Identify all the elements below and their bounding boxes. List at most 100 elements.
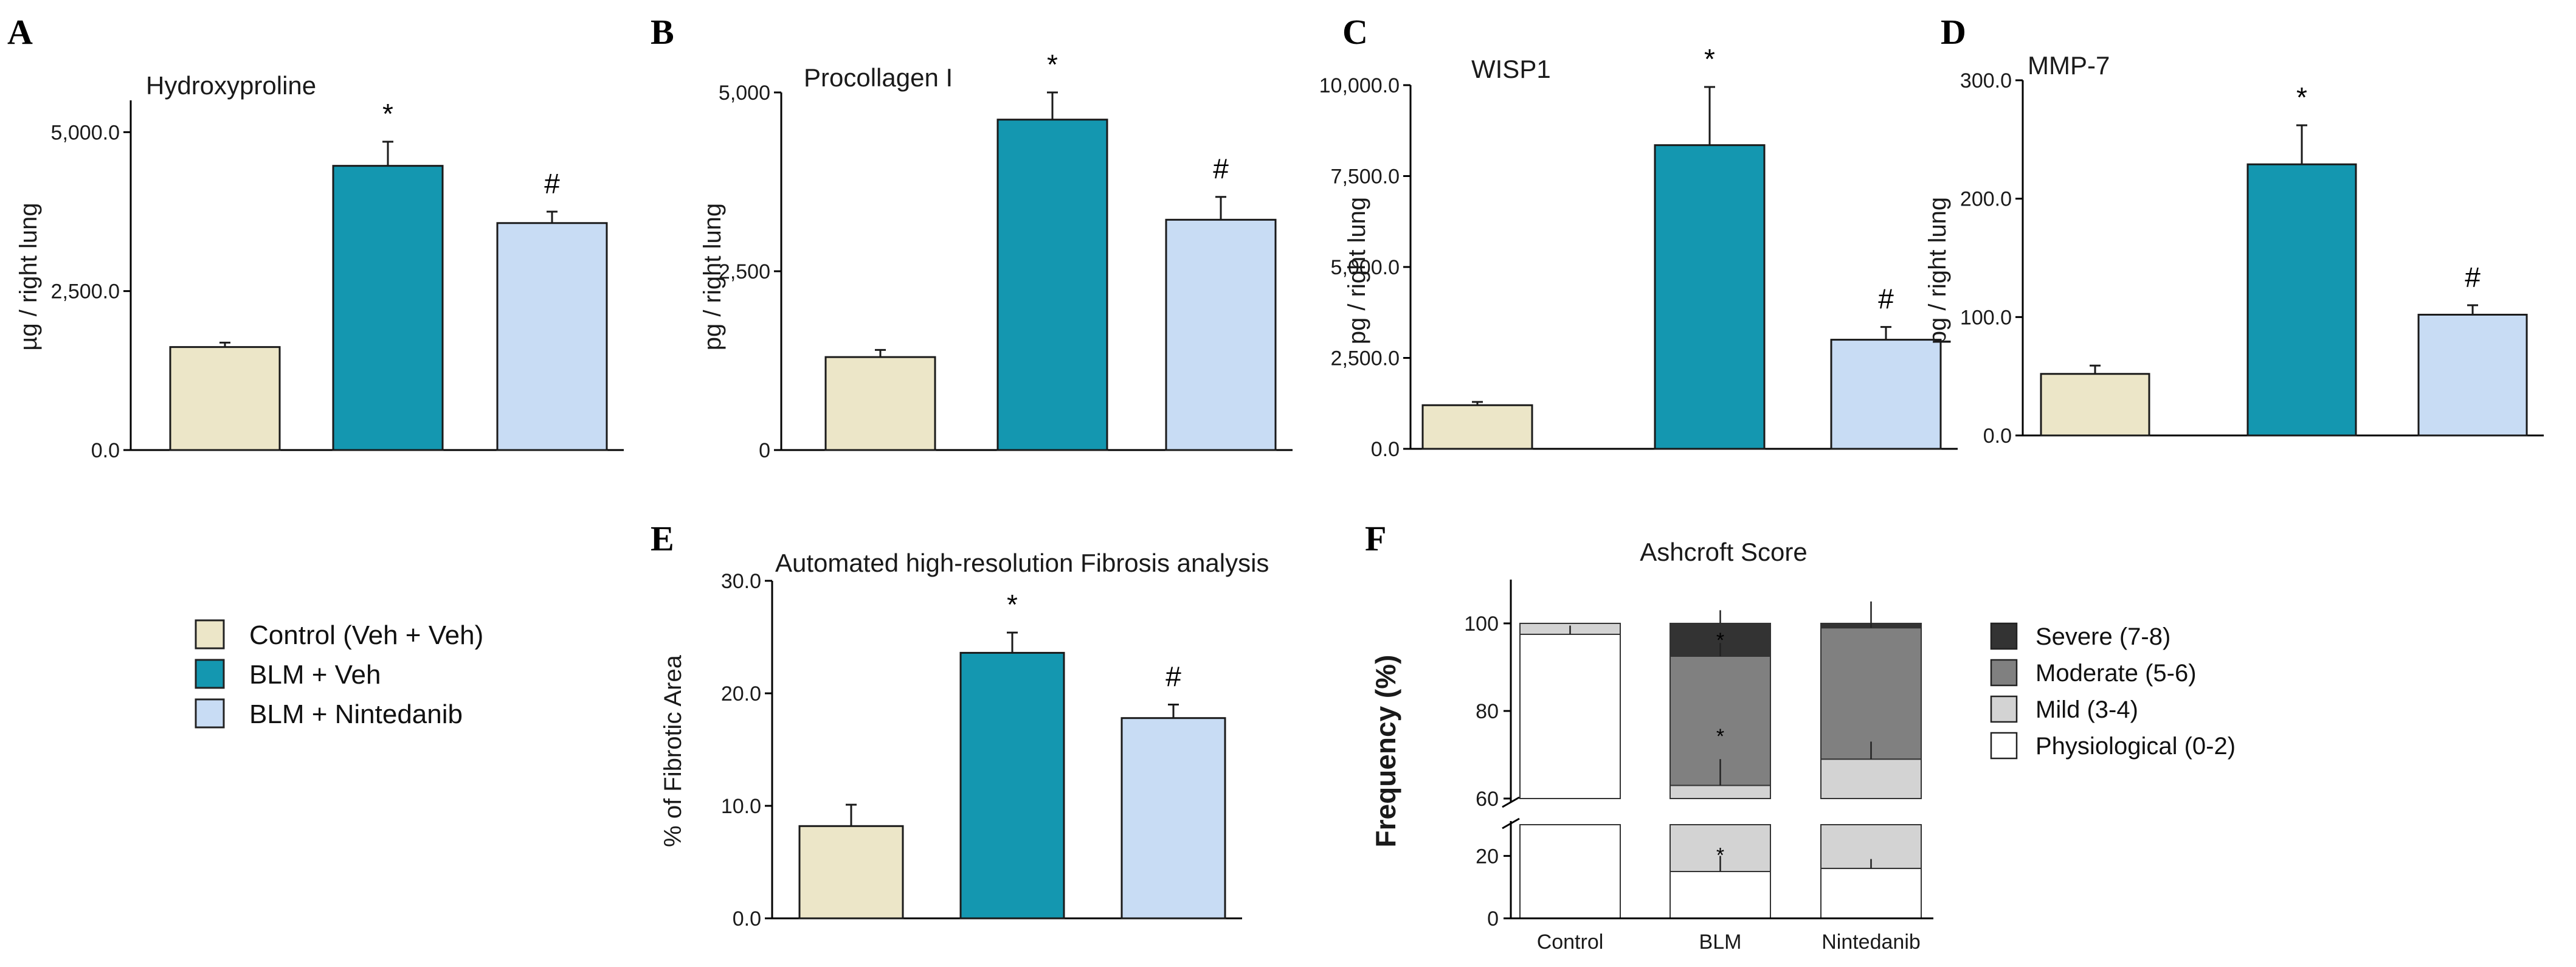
panel-letter: F [1365, 519, 1386, 558]
legend-f-swatch-moderate [1990, 659, 2018, 687]
stacked-bar-segment [1670, 785, 1771, 800]
legend-f-label: Physiological (0-2) [2036, 733, 2236, 760]
y-tick-label: 2,500.0 [1331, 347, 1400, 370]
significance-asterisk: * [1716, 725, 1724, 748]
y-axis-label: pg / right lung [699, 203, 726, 350]
bar [1421, 404, 1533, 450]
significance-asterisk: * [1007, 589, 1018, 620]
y-axis-label: pg / right lung [1344, 197, 1370, 344]
y-tick-label: 7,500.0 [1331, 165, 1400, 189]
panel-letter: C [1342, 12, 1368, 52]
legend-item-control: Control (Veh + Veh) [195, 619, 483, 650]
significance-hash: # [544, 168, 560, 199]
plot-d: MMP-7 pg / right lung 0.0 100.0 200.0 300.0 * # [1924, 51, 2544, 448]
y-axis-label: Frequency (%) [1370, 655, 1401, 848]
chart-title: MMP-7 [2028, 51, 2110, 80]
legend-item-blm-veh: BLM + Veh [195, 659, 381, 690]
bar [798, 825, 904, 920]
y-tick-label: 10.0 [721, 795, 761, 818]
chart-title: Hydroxyproline [146, 71, 316, 100]
legend-swatch-control [195, 619, 225, 650]
bar [1654, 144, 1766, 450]
plot-c: WISP1 pg / right lung 0.0 2,500.0 5,000.0 7,5… [1319, 43, 1958, 461]
bar [1165, 218, 1277, 451]
stacked-bar-segment [1820, 867, 1922, 920]
bar [996, 119, 1108, 451]
y-tick-label: 5,000.0 [1331, 256, 1400, 279]
y-tick-label: 5,000 [719, 81, 770, 105]
stacked-bar-segment [1820, 758, 1922, 799]
significance-hash: # [1165, 661, 1181, 693]
y-tick-label: 80 [1476, 700, 1499, 723]
significance-hash: # [1878, 283, 1894, 315]
plot-f: Ashcroft Score Frequency (%) * * * 0 20 60 80 100… [1370, 538, 1933, 954]
y-tick-label: 10,000.0 [1319, 74, 1400, 97]
legend-item-blm-nintedanib: BLM + Nintedanib [195, 698, 463, 729]
y-tick-label: 0.0 [1371, 438, 1400, 461]
panel-e: E [651, 519, 674, 558]
legend-f-swatch-physiological [1990, 732, 2018, 760]
legend-f-label: Moderate (5-6) [2036, 660, 2197, 687]
legend-f-item-severe: Severe (7-8) [1990, 622, 2170, 650]
axis-break-mark [1502, 817, 1520, 830]
panel-c: C [1342, 12, 1368, 52]
legend-f-item-physiological: Physiological (0-2) [1990, 732, 2236, 760]
bar [169, 346, 281, 451]
bar [2417, 313, 2528, 437]
y-tick-label: 300.0 [1960, 69, 2012, 92]
legend-f-item-moderate: Moderate (5-6) [1990, 659, 2197, 687]
chart-title: Ashcroft Score [1640, 538, 1807, 566]
chart-title: Procollagen I [804, 63, 953, 92]
legend-f-swatch-severe [1990, 622, 2018, 650]
y-tick-label: 0 [759, 439, 770, 462]
bar [2040, 373, 2150, 437]
legend-f-swatch-mild [1990, 695, 2018, 723]
significance-asterisk: * [1704, 43, 1715, 75]
panel-letter: B [651, 12, 674, 52]
x-tick-label: Control [1537, 931, 1604, 954]
significance-asterisk: * [2296, 81, 2307, 113]
y-tick-label: 30.0 [721, 570, 761, 593]
stacked-bar-segment [1670, 871, 1771, 919]
legend-f-item-mild: Mild (3-4) [1990, 695, 2138, 723]
legend-swatch-blm-nintedanib [195, 698, 225, 729]
legend-f-label: Severe (7-8) [2036, 623, 2170, 650]
bar [959, 651, 1065, 920]
y-tick-label: 60 [1476, 788, 1499, 811]
legend-label: BLM + Nintedanib [249, 699, 463, 729]
y-tick-label: 2,500.0 [51, 280, 120, 303]
plots-layer: Hydroxyproline µg / right lung 0.0 2,500.0 5… [15, 43, 2544, 954]
stacked-bar-segment [1820, 627, 1922, 760]
chart-title: WISP1 [1471, 55, 1551, 83]
y-tick-label: 20.0 [721, 682, 761, 705]
y-axis-label: pg / right lung [1924, 197, 1951, 344]
y-tick-label: 100 [1464, 612, 1499, 636]
legend: Control (Veh + Veh) BLM + Veh BLM + Nint… [195, 619, 483, 729]
y-tick-label: 100.0 [1960, 306, 2012, 329]
significance-hash: # [2465, 262, 2481, 293]
legend-swatch-blm-veh [195, 659, 225, 689]
significance-asterisk: * [1716, 629, 1724, 652]
axis-break-mark [1502, 796, 1520, 808]
panel-f: F [1365, 519, 1386, 558]
bar [2246, 163, 2357, 437]
y-axis-label: % of Fibrotic Area [660, 654, 686, 847]
y-tick-label: 0 [1487, 907, 1499, 931]
y-axis-label: µg / right lung [15, 203, 42, 350]
bar [496, 222, 608, 451]
stacked-bar-segment [1519, 824, 1621, 919]
legend-f-label: Mild (3-4) [2036, 696, 2138, 723]
panel-letter: E [651, 519, 674, 558]
panel-letter: A [7, 12, 33, 52]
y-tick-label: 5,000.0 [51, 121, 120, 144]
x-tick-label: BLM [1699, 931, 1742, 954]
y-tick-label: 2,500 [719, 260, 770, 283]
plot-e: Automated high-resolution Fibrosis analy… [660, 549, 1269, 931]
legend-label: BLM + Veh [249, 660, 381, 690]
x-tick-label: Nintedanib [1822, 931, 1921, 954]
stacked-bar-segment [1519, 634, 1621, 799]
y-tick-label: 0.0 [733, 907, 761, 931]
plot-a: Hydroxyproline µg / right lung 0.0 2,500.0 5… [15, 71, 624, 462]
chart-title: Automated high-resolution Fibrosis analy… [775, 549, 1269, 577]
